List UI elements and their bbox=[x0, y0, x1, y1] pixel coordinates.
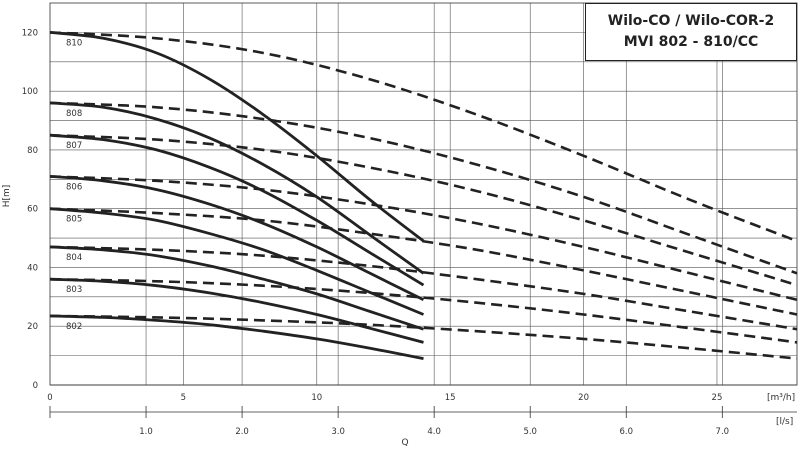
x-tick-label-ls: 7.0 bbox=[716, 427, 730, 437]
curve-810-single bbox=[49, 31, 425, 243]
x-tick-label-m3h: 10 bbox=[311, 393, 322, 403]
x-tick-label-ls: 4.0 bbox=[427, 427, 441, 437]
x-tick-label-ls: 2.0 bbox=[235, 427, 249, 437]
x-tick-label-ls: 6.0 bbox=[619, 427, 633, 437]
curve-label-807: 807 bbox=[66, 141, 82, 151]
curve-label-803: 803 bbox=[66, 285, 82, 295]
curve-803-dual bbox=[49, 277, 798, 344]
axes bbox=[49, 384, 797, 418]
x-tick-label-m3h: 25 bbox=[712, 393, 723, 403]
x-tick-label-m3h: 15 bbox=[445, 393, 456, 403]
curve-806-dual bbox=[49, 175, 798, 302]
x-tick-label-ls: 3.0 bbox=[331, 427, 345, 437]
curve-810-dual bbox=[49, 31, 798, 243]
x-tick-label-m3h: 0 bbox=[47, 393, 52, 403]
chart-title-line-2: MVI 802 - 810/CC bbox=[623, 34, 759, 50]
chart-title-box: Wilo-CO / Wilo-COR-2 MVI 802 - 810/CC bbox=[585, 3, 797, 61]
x-axis-label: Q bbox=[401, 438, 408, 448]
curve-label-808: 808 bbox=[66, 109, 82, 119]
x-unit-top-label: [m³/h] bbox=[767, 393, 795, 403]
curve-label-805: 805 bbox=[66, 215, 82, 225]
x-unit-bottom-label: [l/s] bbox=[776, 417, 793, 427]
y-tick-label: 40 bbox=[27, 263, 38, 273]
tick-labels: 0 20 40 60 80 100 120 0 5 10 15 20 25 1.0 2.0 3.0 4.0 5.0… bbox=[22, 28, 729, 437]
x-tick-label-m3h: 20 bbox=[578, 393, 589, 403]
chart-title-line-1: Wilo-CO / Wilo-COR-2 bbox=[607, 13, 775, 29]
pump-curves bbox=[49, 31, 798, 360]
curve-labels: 810 808 807 806 805 804 803 802 bbox=[66, 38, 82, 332]
curve-807-dual bbox=[49, 133, 798, 287]
curve-803-single bbox=[49, 277, 424, 344]
y-tick-label: 20 bbox=[27, 322, 38, 332]
curve-804-single bbox=[49, 245, 424, 331]
curve-805-dual bbox=[49, 207, 798, 316]
y-axis-label: H[m] bbox=[2, 185, 12, 208]
curve-label-810: 810 bbox=[66, 38, 82, 48]
curve-802-dual bbox=[49, 314, 798, 360]
curve-label-802: 802 bbox=[66, 322, 82, 332]
x-tick-label-ls: 1.0 bbox=[139, 427, 153, 437]
y-tick-label: 0 bbox=[33, 381, 38, 391]
curve-808-single bbox=[49, 101, 425, 275]
curve-806-single bbox=[49, 175, 425, 302]
curve-label-806: 806 bbox=[66, 182, 82, 192]
curve-802-single bbox=[49, 314, 424, 360]
curve-804-dual bbox=[49, 245, 798, 331]
curve-label-804: 804 bbox=[66, 253, 82, 263]
curve-807-single bbox=[49, 133, 425, 287]
y-tick-label: 60 bbox=[27, 205, 38, 215]
y-tick-label: 100 bbox=[22, 87, 38, 97]
x-tick-label-ls: 5.0 bbox=[523, 427, 537, 437]
y-tick-label: 120 bbox=[22, 28, 38, 38]
curve-805-single bbox=[49, 207, 425, 316]
curve-808-dual bbox=[49, 101, 798, 275]
y-tick-label: 80 bbox=[27, 146, 38, 156]
x-tick-label-m3h: 5 bbox=[181, 393, 186, 403]
